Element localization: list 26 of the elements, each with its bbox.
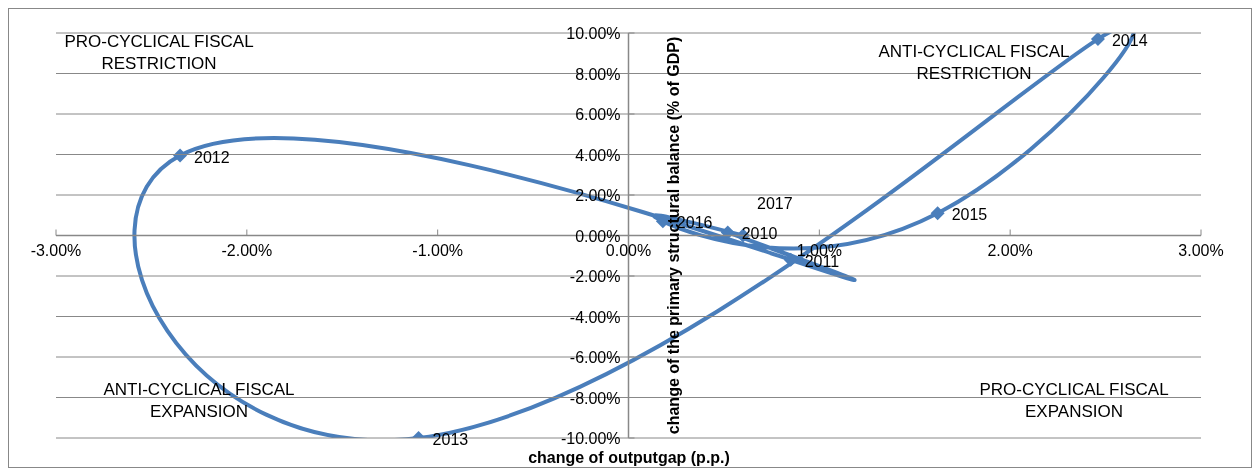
annotation: PRO-CYCLICAL FISCAL RESTRICTION bbox=[63, 31, 255, 75]
x-tick-label: 2.00% bbox=[987, 241, 1033, 259]
y-tick-label: -2.00% bbox=[569, 268, 621, 285]
y-tick-label: 8.00% bbox=[575, 65, 621, 83]
y-tick-label: 10.00% bbox=[566, 25, 621, 42]
x-axis-title: change of outputgap (p.p.) bbox=[528, 449, 730, 466]
annotation: 2015 bbox=[951, 206, 988, 224]
annotation: 2017 bbox=[757, 194, 793, 212]
y-tick-label: -6.00% bbox=[569, 349, 621, 366]
x-tick-label: 3.00% bbox=[1178, 241, 1224, 259]
annotation: PRO-CYCLICAL FISCAL EXPANSION bbox=[978, 379, 1170, 423]
x-tick-label: -3.00% bbox=[30, 241, 82, 259]
annotation: 2010 bbox=[741, 225, 778, 243]
point bbox=[930, 206, 945, 221]
y-tick-label: -8.00% bbox=[569, 389, 621, 407]
x-tick-label: -2.00% bbox=[221, 241, 273, 259]
y-tick-label: -4.00% bbox=[569, 308, 621, 326]
point bbox=[720, 225, 735, 240]
annotation: ANTI-CYCLICAL FISCAL RESTRICTION bbox=[877, 41, 1071, 85]
y-tick-label: -10.00% bbox=[560, 430, 621, 447]
y-tick-label: 4.00% bbox=[575, 146, 621, 164]
point bbox=[1090, 33, 1105, 47]
annotation: 2012 bbox=[194, 148, 230, 166]
annotation: 2013 bbox=[432, 431, 469, 448]
y-tick-label: 6.00% bbox=[575, 106, 621, 123]
x-tick-label: -1.00% bbox=[412, 241, 464, 259]
